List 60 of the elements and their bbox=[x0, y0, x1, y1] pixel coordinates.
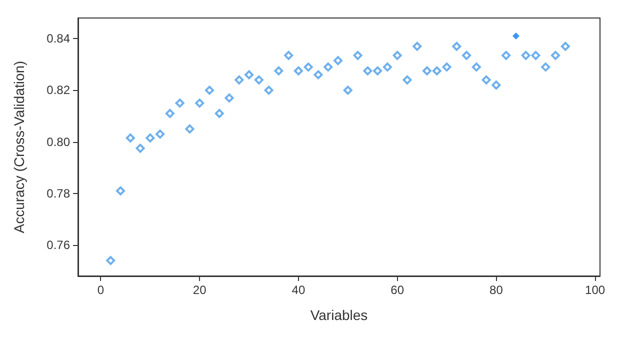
point bbox=[146, 133, 155, 142]
point bbox=[234, 75, 244, 84]
x-tick-label: 0 bbox=[97, 283, 104, 297]
point bbox=[314, 70, 323, 80]
point bbox=[334, 56, 343, 66]
point bbox=[254, 75, 264, 84]
point bbox=[185, 124, 194, 134]
point bbox=[541, 62, 550, 72]
point bbox=[353, 50, 362, 60]
point bbox=[521, 50, 530, 60]
x-axis-title: Variables bbox=[310, 307, 368, 323]
point bbox=[274, 66, 284, 76]
point bbox=[126, 133, 135, 142]
point bbox=[560, 42, 570, 51]
point bbox=[412, 42, 422, 51]
point bbox=[195, 98, 204, 108]
point bbox=[136, 144, 145, 153]
point bbox=[442, 62, 452, 72]
point bbox=[392, 50, 402, 60]
point bbox=[343, 86, 352, 95]
point bbox=[512, 32, 520, 40]
x-tick-label: 60 bbox=[390, 283, 404, 297]
point bbox=[294, 66, 303, 76]
point bbox=[482, 75, 491, 84]
point bbox=[422, 66, 432, 76]
point bbox=[244, 70, 254, 80]
point bbox=[531, 50, 540, 60]
y-axis-title: Accuracy (Cross-Validation) bbox=[11, 60, 27, 234]
point bbox=[373, 66, 382, 76]
y-tick-label: 0.84 bbox=[46, 32, 70, 46]
point bbox=[432, 66, 442, 76]
point bbox=[204, 86, 214, 95]
point bbox=[502, 50, 511, 60]
y-tick-label: 0.78 bbox=[46, 186, 70, 200]
point bbox=[452, 42, 462, 51]
point bbox=[304, 62, 313, 72]
point bbox=[402, 75, 412, 84]
y-tick-label: 0.80 bbox=[46, 134, 70, 149]
point bbox=[551, 50, 560, 60]
point bbox=[492, 80, 501, 90]
x-tick-label: 100 bbox=[585, 283, 606, 297]
point bbox=[214, 108, 224, 118]
point bbox=[324, 62, 333, 72]
point bbox=[106, 256, 116, 266]
point bbox=[224, 93, 234, 102]
point bbox=[382, 62, 392, 72]
point bbox=[472, 62, 481, 72]
point bbox=[264, 86, 274, 95]
point bbox=[284, 50, 294, 60]
y-tick-label: 0.82 bbox=[46, 83, 70, 98]
point bbox=[156, 130, 165, 139]
point bbox=[363, 66, 372, 76]
x-tick-label: 40 bbox=[292, 283, 306, 297]
point bbox=[462, 50, 472, 60]
point bbox=[175, 98, 184, 108]
x-tick-label: 80 bbox=[490, 283, 504, 297]
point bbox=[165, 108, 174, 118]
x-tick-label: 20 bbox=[192, 283, 207, 297]
y-tick-label: 0.76 bbox=[46, 238, 70, 252]
point bbox=[116, 186, 126, 196]
